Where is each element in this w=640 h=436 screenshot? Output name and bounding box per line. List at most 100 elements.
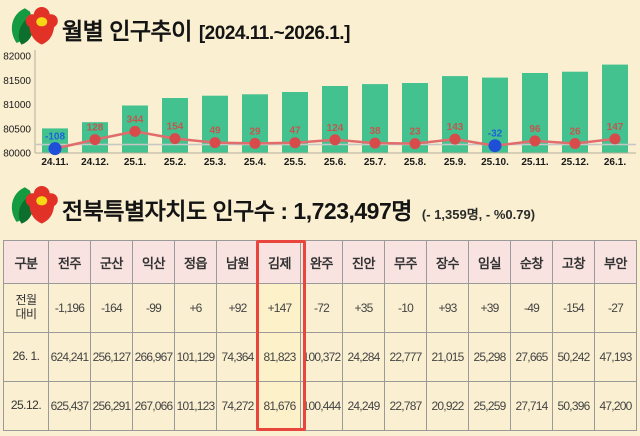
x-axis-label: 25.7. [364,157,386,168]
cell-완주: 100,444 [300,381,343,431]
change-value-label: -32 [488,129,503,140]
cell-군산: 256,291 [90,381,133,431]
cell-부안: 47,200 [594,381,637,431]
y-axis-tick-label: 82000 [3,52,31,63]
cell-무주: 22,777 [384,332,427,382]
cell-전주: -1,196 [48,283,91,333]
line-marker-25.5. [289,137,301,149]
cell-정읍: +6 [174,283,217,333]
change-value-label: 29 [249,126,261,137]
change-value-label: 23 [409,127,421,138]
y-axis-tick-label: 81500 [3,76,31,87]
row-label: 전월 대비 [3,283,49,333]
x-axis-label: 24.12. [81,157,109,168]
change-value-label: 38 [369,126,381,137]
line-marker-25.6. [329,134,341,146]
line-marker-25.12. [569,138,581,149]
cell-순창: -49 [510,283,553,333]
cell-고창: -154 [552,283,595,333]
title-date-range: [2024.11.~2026.1.] [198,23,351,44]
x-axis-label: 25.6. [324,157,346,168]
table-row: 26. 1. 624,241 256,127 266,967 101,129 74,364… [3,332,637,382]
x-axis-label: 25.10. [481,157,509,168]
change-value-label: 124 [327,123,344,134]
page-title: 월별 인구추이 [62,18,192,44]
cell-군산: -164 [90,283,133,333]
cell-전주: 625,437 [48,381,91,431]
cell-남원: 74,272 [216,381,259,431]
cell-남원: 74,364 [216,332,259,382]
cell-임실: 25,259 [468,381,511,431]
table-header-cell-임실: 임실 [468,240,511,284]
table-row: 전월 대비 -1,196 -164 -99 +6 +92 +147 -72 +35 -10 +93 +… [3,283,637,333]
line-marker-24.11. [48,142,62,156]
line-marker-26.1. [609,133,621,145]
table-header-row: 구분 전주 군산 익산 정읍 남원 김제 완주 진안 무주 장수 임실 순창 고창 부안 [3,240,637,284]
line-marker-25.3. [209,137,221,149]
cell-김제: 81,823 [258,332,301,382]
x-axis-label: 25.9. [444,157,466,168]
change-value-label: 47 [289,126,301,137]
table-header-cell-부안: 부안 [594,240,637,284]
cell-무주: 22,787 [384,381,427,431]
y-axis-tick-label: 81000 [3,100,31,111]
cell-장수: 21,015 [426,332,469,382]
table-header-cell-김제: 김제 [258,240,301,284]
line-marker-25.7. [369,137,381,149]
change-value-label: 26 [569,127,581,138]
x-axis-label: 25.3. [204,157,226,168]
row-label: 26. 1. [3,332,49,382]
x-axis-label: 25.2. [164,157,186,168]
line-marker-25.11. [529,135,541,147]
x-axis-label: 25.11. [521,157,548,168]
cell-익산: 267,066 [132,381,175,431]
population-table-wrapper: 구분 전주 군산 익산 정읍 남원 김제 완주 진안 무주 장수 임실 순창 고창 부안 전월 대비 -1,1… [3,240,637,431]
x-axis-label: 24.11. [41,157,68,168]
section-population-header: 전북특별자치도 인구수 : 1,723,497명 (- 1,359명, - %0… [62,192,535,226]
x-axis-label: 25.12. [561,157,589,168]
cell-군산: 256,127 [90,332,133,382]
change-value-label: 147 [607,122,624,133]
line-marker-25.2. [169,133,181,145]
cell-진안: 24,249 [342,381,385,431]
table-row: 25.12. 625,437 256,291 267,066 101,123 74,272… [3,381,637,431]
table-header-cell-고창: 고창 [552,240,595,284]
cell-남원: +92 [216,283,259,333]
change-value-label: 344 [127,114,144,125]
row-label: 25.12. [3,381,49,431]
cell-부안: 47,193 [594,332,637,382]
population-table: 구분 전주 군산 익산 정읍 남원 김제 완주 진안 무주 장수 임실 순창 고창 부안 전월 대비 -1,1… [3,240,637,431]
line-marker-25.4. [249,137,261,149]
camellia-logo-icon [11,7,58,45]
line-marker-25.10. [488,139,502,153]
cell-임실: +39 [468,283,511,333]
cell-전주: 624,241 [48,332,91,382]
change-value-label: 128 [87,123,104,134]
cell-고창: 50,396 [552,381,595,431]
cell-진안: +35 [342,283,385,333]
table-header-cell-장수: 장수 [426,240,469,284]
table-header-cell-무주: 무주 [384,240,427,284]
table-header-cell-익산: 익산 [132,240,175,284]
table-header-cell-남원: 남원 [216,240,259,284]
y-axis-tick-label: 80000 [3,149,31,160]
cell-김제: +147 [258,283,301,333]
cell-김제: 81,676 [258,381,301,431]
cell-진안: 24,284 [342,332,385,382]
cell-부안: -27 [594,283,637,333]
line-marker-25.9. [449,133,461,145]
cell-장수: +93 [426,283,469,333]
x-axis-label: 25.1. [124,157,146,168]
cell-무주: -10 [384,283,427,333]
change-value-label: 143 [447,122,464,133]
x-axis-label: 25.4. [244,157,266,168]
cell-고창: 50,242 [552,332,595,382]
table-header-cell-순창: 순창 [510,240,553,284]
line-marker-25.1. [129,125,141,137]
table-header-cell-완주: 완주 [300,240,343,284]
cell-장수: 20,922 [426,381,469,431]
x-axis-label: 26.1. [604,157,626,168]
change-value-label: 49 [209,126,221,137]
change-value-label: -108 [45,132,65,143]
